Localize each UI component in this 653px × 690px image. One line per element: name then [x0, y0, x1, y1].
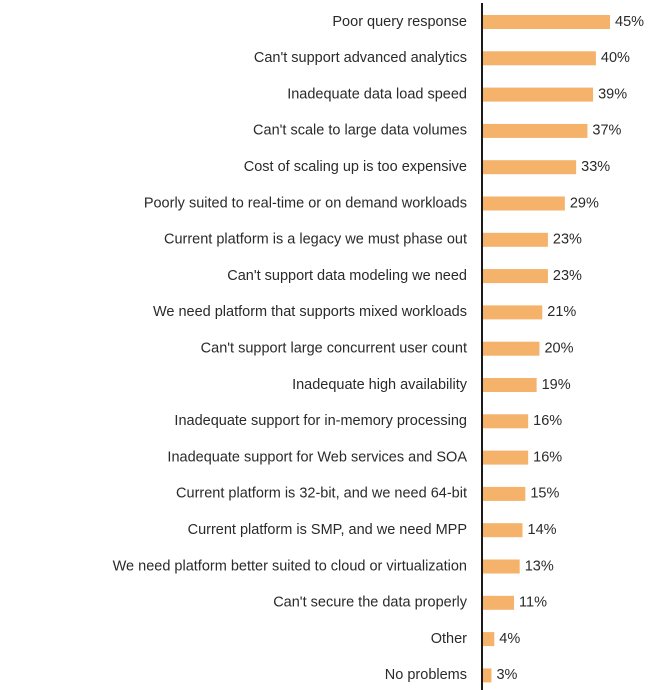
category-label: Can't secure the data properly	[273, 595, 468, 611]
category-label: Inadequate support for in-memory process…	[174, 413, 467, 429]
value-label: 16%	[533, 449, 562, 465]
value-label: 21%	[547, 304, 576, 320]
category-label: Current platform is 32-bit, and we need …	[176, 486, 467, 502]
value-label: 3%	[496, 667, 517, 683]
category-label: We need platform better suited to cloud …	[113, 558, 467, 574]
category-labels: Poor query response Can't support advance…	[113, 14, 468, 683]
value-label: 14%	[528, 522, 557, 538]
bars	[483, 15, 610, 683]
bar	[483, 668, 492, 683]
category-label: Other	[431, 631, 467, 647]
value-label: 20%	[544, 341, 573, 357]
value-labels: 45% 40% 39% 37% 33% 29% 23% 23% 21% 20% 19% 16% 16% 1…	[496, 14, 644, 683]
bar	[483, 341, 540, 356]
value-label: 45%	[615, 14, 644, 30]
category-label: Inadequate support for Web services and …	[167, 449, 467, 465]
value-label: 23%	[553, 268, 582, 284]
value-label: 4%	[499, 631, 520, 647]
bar	[483, 486, 526, 501]
category-label: Can't support large concurrent user coun…	[201, 341, 467, 357]
bar	[483, 232, 548, 247]
category-label: Cost of scaling up is too expensive	[244, 159, 467, 175]
value-label: 40%	[601, 50, 630, 66]
value-label: 23%	[553, 232, 582, 248]
value-label: 39%	[598, 86, 627, 102]
bar	[483, 595, 515, 610]
bar	[483, 523, 523, 538]
bar	[483, 15, 610, 29]
bar	[483, 559, 520, 574]
category-label: Current platform is SMP, and we need MPP	[188, 522, 467, 538]
value-label: 37%	[592, 123, 621, 139]
bar	[483, 196, 565, 211]
bar	[483, 123, 588, 138]
bar	[483, 87, 594, 102]
bar	[483, 632, 495, 647]
bar	[483, 51, 596, 66]
value-label: 16%	[533, 413, 562, 429]
bar	[483, 414, 529, 429]
category-label: We need platform that supports mixed wor…	[153, 304, 467, 320]
category-label: Inadequate high availability	[292, 377, 468, 393]
value-label: 11%	[519, 595, 547, 611]
category-label: Poor query response	[332, 14, 467, 30]
bar	[483, 450, 529, 465]
category-label: Current platform is a legacy we must pha…	[164, 232, 467, 248]
category-label: No problems	[385, 667, 467, 683]
bar	[483, 160, 577, 175]
value-label: 13%	[525, 558, 554, 574]
value-label: 19%	[542, 377, 571, 393]
category-label: Poorly suited to real-time or on demand …	[144, 195, 467, 211]
value-label: 15%	[530, 486, 559, 502]
bar	[483, 305, 543, 320]
category-label: Can't scale to large data volumes	[253, 123, 467, 139]
category-label: Inadequate data load speed	[287, 86, 467, 102]
bar	[483, 269, 548, 284]
category-label: Can't support data modeling we need	[227, 268, 467, 284]
value-label: 29%	[570, 195, 599, 211]
bar	[483, 378, 537, 392]
category-label: Can't support advanced analytics	[254, 50, 467, 66]
value-label: 33%	[581, 159, 610, 175]
